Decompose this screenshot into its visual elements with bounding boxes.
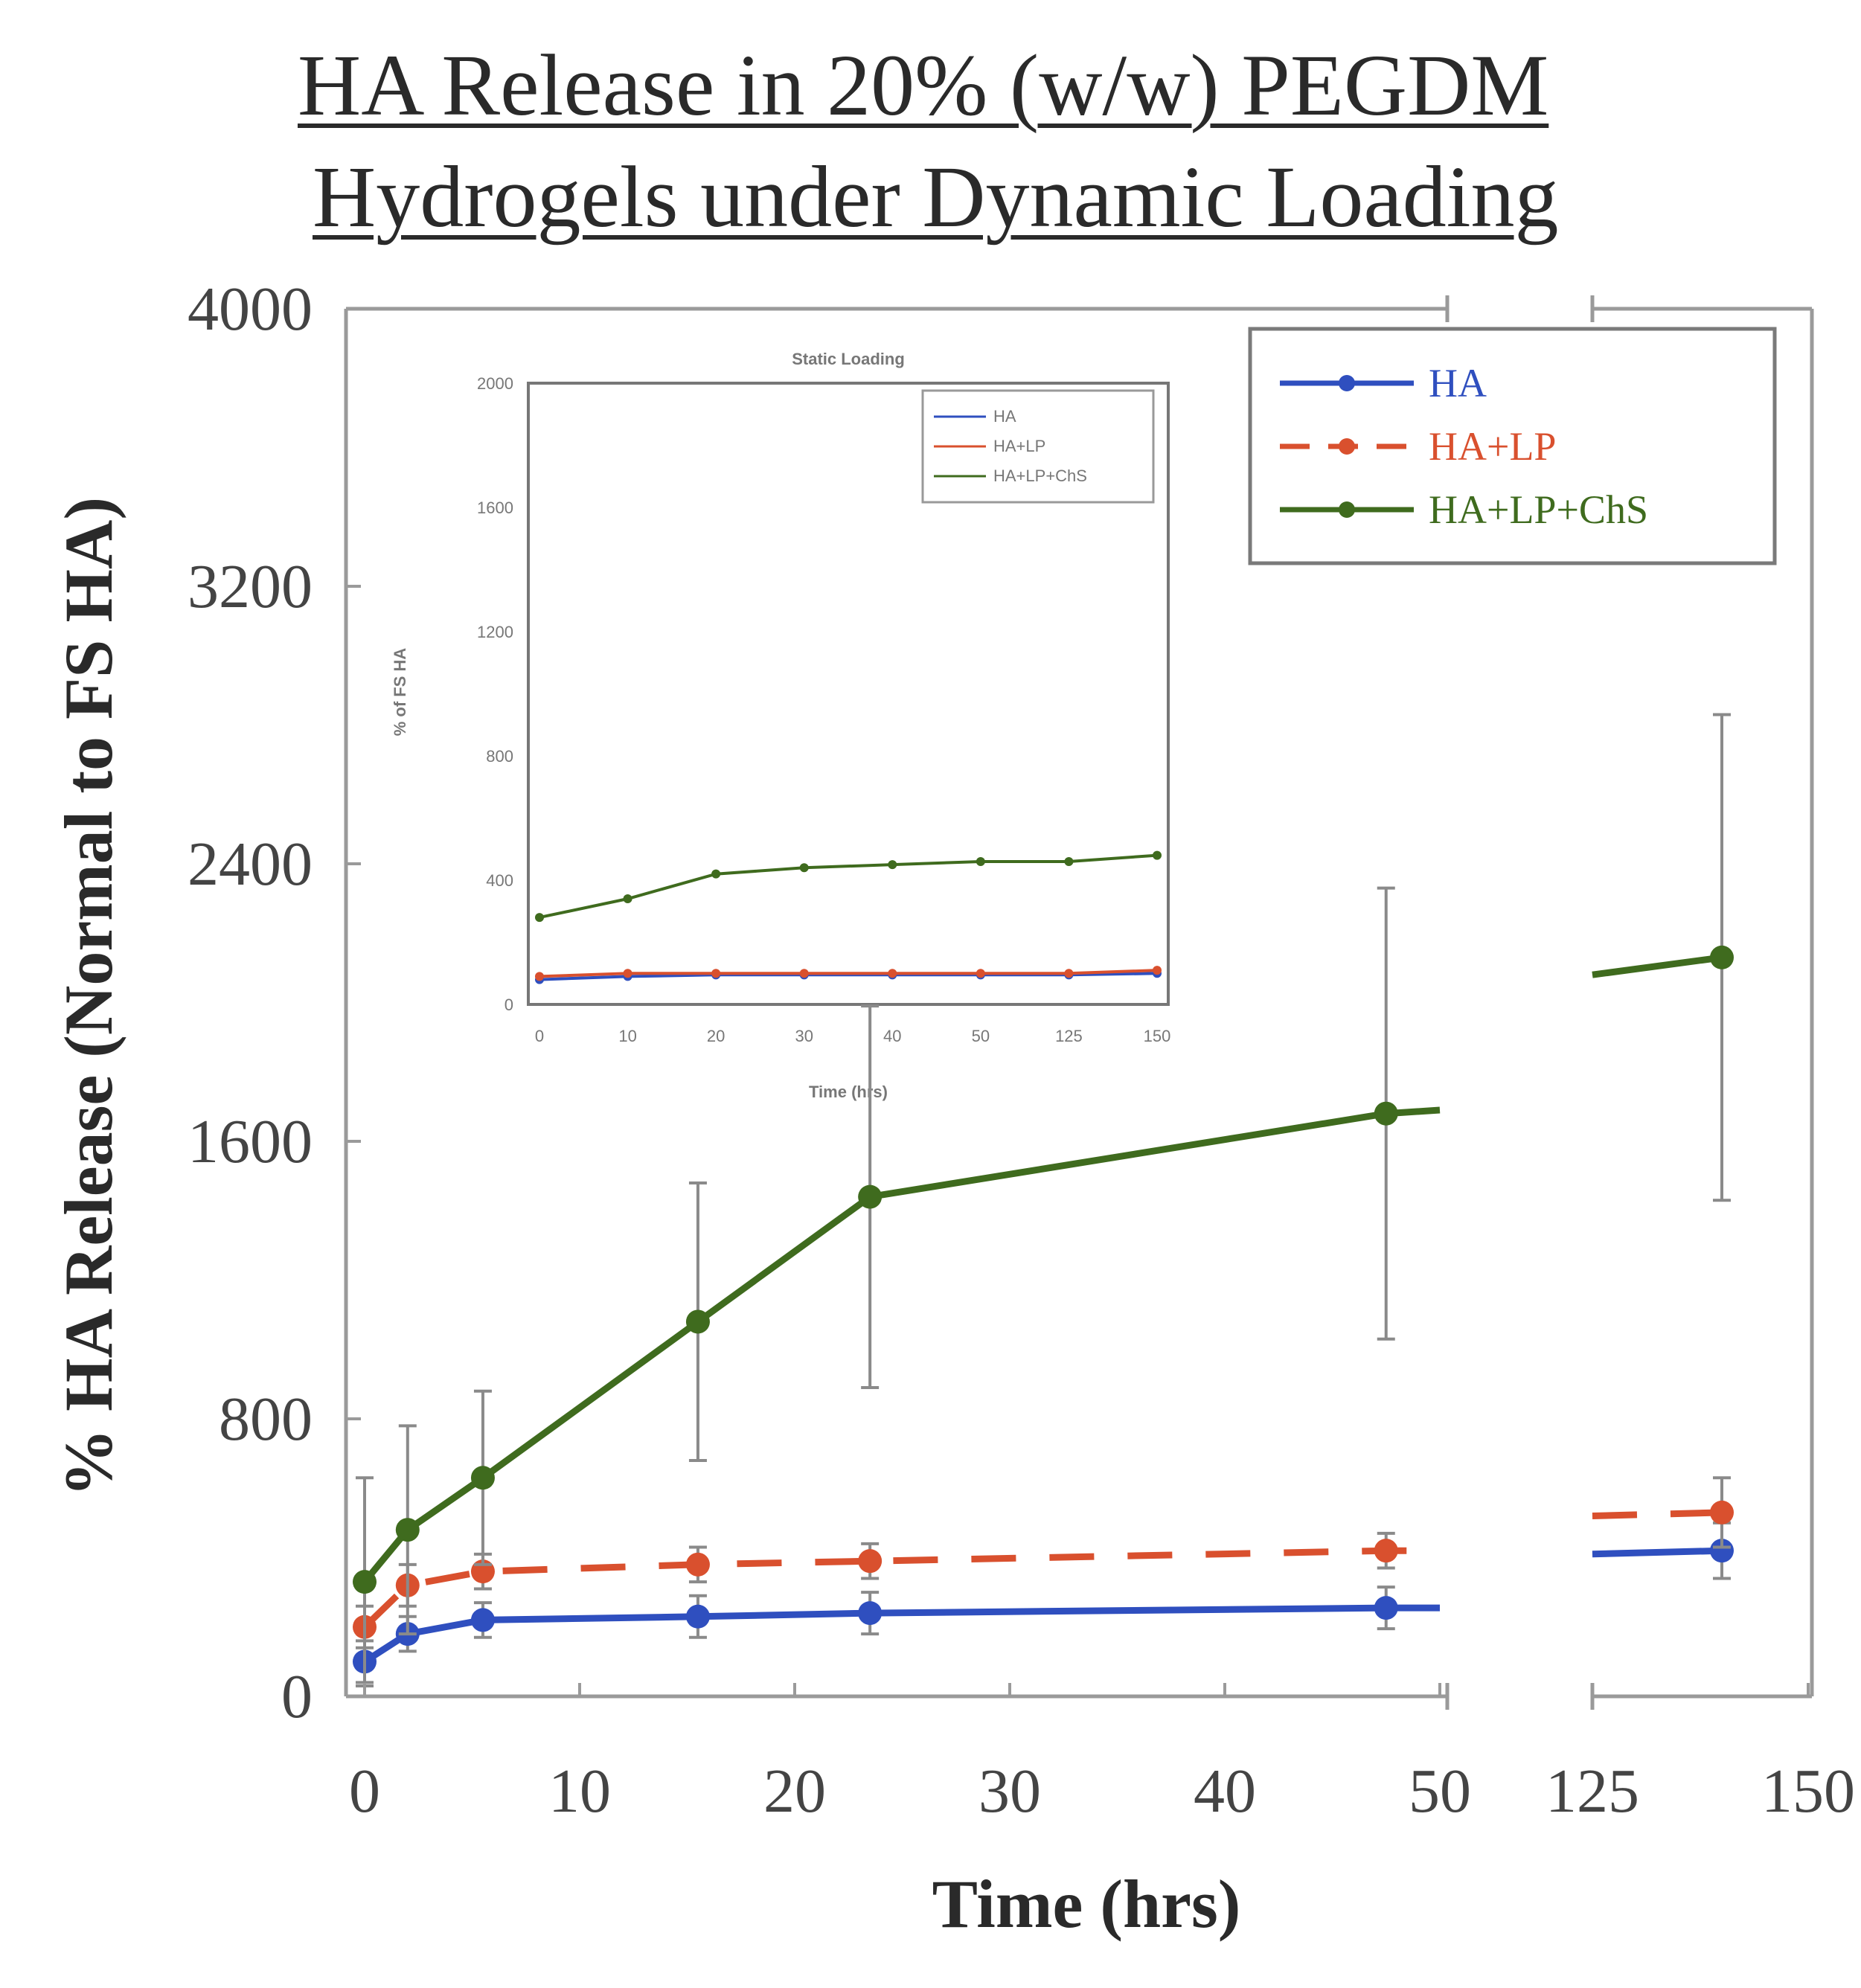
x-axis-label: Time (hrs) <box>932 1866 1241 1942</box>
inset-series-line <box>539 853 1158 920</box>
inset-x-tick-label: 150 <box>1144 1027 1171 1045</box>
data-point <box>685 1604 710 1629</box>
data-point <box>858 1184 883 1209</box>
series-line <box>1592 1547 1723 1558</box>
inset-data-point <box>1064 969 1074 978</box>
y-axis-label: % HA Release (Normal to FS HA) <box>51 497 126 1497</box>
y-tick-label: 800 <box>219 1385 313 1454</box>
series-ha-lp <box>353 1476 1734 1649</box>
inset-x-label: Time (hrs) <box>809 1083 888 1101</box>
data-point <box>858 1601 883 1626</box>
legend: HA HA+LP HA+LP+ChS <box>1248 327 1777 565</box>
inset-x-tick-label: 10 <box>618 1027 636 1045</box>
y-tick-label: 2400 <box>188 830 313 899</box>
data-point <box>1710 945 1734 969</box>
inset-data-point <box>623 894 632 904</box>
inset-y-tick-label: 1600 <box>477 498 513 517</box>
plot-frame <box>344 295 1814 1710</box>
y-tick-label: 0 <box>281 1662 313 1731</box>
chart-title: HA Release in 20% (w/w) PEGDM Hydrogels … <box>298 30 1845 253</box>
y-tick-label: 1600 <box>188 1107 313 1176</box>
legend-label: HA+LP <box>1429 424 1556 469</box>
data-point <box>1710 1500 1734 1524</box>
data-point <box>470 1608 495 1632</box>
inset-y-tick-label: 0 <box>505 995 513 1014</box>
inset-data-point <box>623 969 632 978</box>
legend-marker <box>1339 375 1355 391</box>
data-point <box>353 1570 377 1594</box>
inset-y-tick-label: 2000 <box>477 374 513 393</box>
chart-title-line-2: Hydrogels under Dynamic Loading <box>313 148 1559 246</box>
inset-legend-label: HA+LP+ChS <box>993 466 1087 485</box>
inset-series-line <box>539 969 1158 978</box>
inset-x-tick-label: 125 <box>1055 1027 1083 1045</box>
inset-legend-label: HA <box>993 407 1016 426</box>
data-point <box>685 1552 710 1577</box>
inset-data-point <box>799 863 809 873</box>
inset-data-point <box>711 969 721 978</box>
x-tick-label: 150 <box>1761 1757 1855 1826</box>
series-line <box>362 1106 1441 1584</box>
x-tick-label: 50 <box>1409 1757 1471 1826</box>
series-line <box>1592 954 1723 978</box>
inset-x-tick-label: 0 <box>535 1027 544 1045</box>
y-tick-label: 4000 <box>188 275 313 344</box>
inset-x-tick-label: 50 <box>972 1027 990 1045</box>
data-point <box>395 1518 420 1542</box>
inset-y-label: % of FS HA <box>391 648 409 737</box>
inset-data-point <box>711 869 721 879</box>
inset-data-point <box>799 969 809 978</box>
inset-data-point <box>1153 966 1162 975</box>
data-point <box>1710 1539 1734 1563</box>
inset-x-tick-label: 20 <box>707 1027 725 1045</box>
data-point <box>1374 1539 1398 1563</box>
inset-data-point <box>535 913 544 923</box>
series-line <box>1592 1509 1723 1519</box>
inset-x-tick-label: 30 <box>795 1027 813 1045</box>
series-layer <box>353 713 1734 1688</box>
inset-data-point <box>888 969 897 978</box>
x-tick-label: 0 <box>349 1757 380 1826</box>
x-tick-label: 40 <box>1194 1757 1256 1826</box>
inset-x-tick-label: 40 <box>883 1027 901 1045</box>
data-point <box>1374 1101 1398 1126</box>
series-ha-lp-chs <box>353 713 1734 1688</box>
inset-data-point <box>1153 850 1162 860</box>
legend-marker <box>1339 438 1355 455</box>
inset-data-point <box>1064 856 1074 866</box>
series-line <box>362 1604 1440 1665</box>
chart-title-line-1: HA Release in 20% (w/w) PEGDM <box>298 36 1549 134</box>
series-ha <box>353 1521 1734 1684</box>
legend-marker <box>1339 501 1355 518</box>
inset-y-tick-label: 800 <box>486 747 513 766</box>
x-tick-label: 30 <box>978 1757 1041 1826</box>
inset-data-point <box>976 969 985 978</box>
data-point <box>685 1309 710 1334</box>
x-tick-label: 10 <box>548 1757 611 1826</box>
inset-data-point <box>976 856 985 866</box>
inset-y-tick-label: 400 <box>486 871 513 890</box>
data-point <box>470 1466 495 1490</box>
data-point <box>858 1549 883 1574</box>
legend-label: HA+LP+ChS <box>1429 487 1648 532</box>
inset-title: Static Loading <box>792 350 905 368</box>
inset-data-point <box>888 860 897 870</box>
legend-label: HA <box>1429 361 1487 405</box>
x-tick-label: 20 <box>763 1757 826 1826</box>
data-point <box>1374 1596 1398 1620</box>
x-tick-label: 125 <box>1546 1757 1639 1826</box>
inset-y-tick-label: 1200 <box>477 623 513 641</box>
inset-data-point <box>535 972 544 981</box>
inset-legend-label: HA+LP <box>993 437 1045 455</box>
y-tick-label: 3200 <box>188 552 313 621</box>
